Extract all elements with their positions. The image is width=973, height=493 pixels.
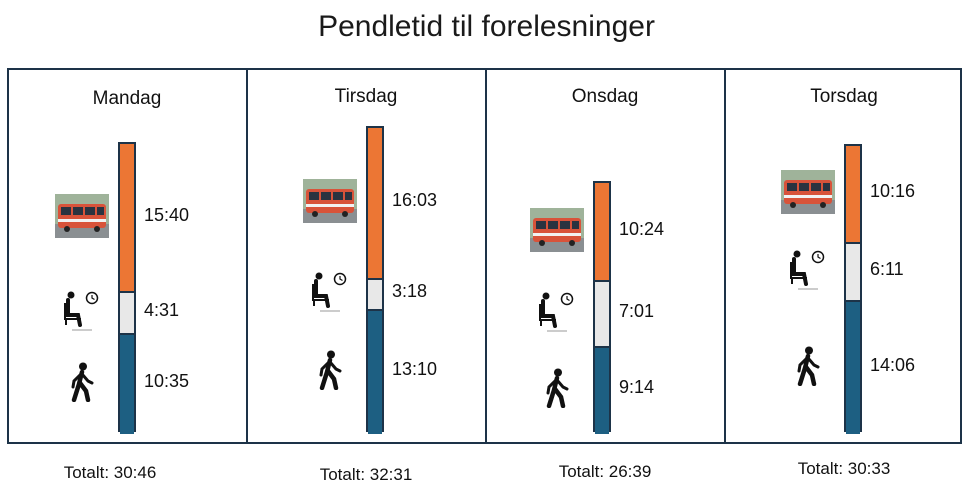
segment-separator	[595, 279, 609, 282]
panel-divider	[724, 68, 726, 444]
wait-time-label: 6:11	[870, 258, 904, 279]
wait-time-label: 7:01	[619, 300, 655, 321]
walk-time-label: 13:10	[392, 358, 438, 379]
segment-separator	[368, 277, 382, 280]
bus-time-label: 10:16	[870, 181, 916, 202]
bus-time-label: 15:40	[144, 204, 190, 225]
waiting-seat-clock-icon	[537, 290, 577, 339]
segment-separator	[120, 333, 134, 336]
bus-segment	[595, 182, 609, 281]
bus-icon	[530, 207, 584, 257]
bus-segment	[120, 144, 134, 292]
chart-frame	[7, 68, 962, 444]
day-label: Tirsdag	[334, 86, 398, 107]
walking-person-icon	[544, 368, 570, 413]
wait-time-label: 4:31	[144, 299, 180, 320]
bus-time-label: 16:03	[392, 190, 438, 211]
bus-icon	[781, 170, 835, 219]
panel-divider	[485, 68, 487, 444]
walking-person-icon	[69, 362, 95, 407]
segment-separator	[368, 308, 382, 311]
bus-icon	[55, 193, 109, 243]
total-label: Totalt: 30:33	[797, 459, 891, 478]
bus-segment	[846, 146, 860, 243]
stacked-bar	[844, 144, 862, 434]
bus-time-label: 10:24	[619, 218, 665, 239]
waiting-seat-clock-icon	[310, 270, 350, 319]
day-label: Torsdag	[810, 86, 878, 107]
walk-time-label: 10:35	[144, 371, 190, 392]
stacked-bar	[366, 125, 384, 434]
wait-segment	[846, 242, 860, 302]
wait-segment	[368, 278, 382, 310]
waiting-seat-clock-icon	[788, 248, 828, 297]
bus-icon	[303, 179, 357, 228]
day-label: Onsdag	[571, 86, 639, 107]
stacked-bar	[593, 180, 611, 434]
chart-title: Pendletid til forelesninger	[318, 10, 655, 43]
walk-segment	[368, 309, 382, 434]
wait-segment	[120, 291, 134, 335]
bus-segment	[368, 127, 382, 279]
segment-separator	[120, 290, 134, 293]
walking-person-icon	[795, 346, 821, 391]
wait-time-label: 3:18	[392, 281, 428, 302]
total-label: Totalt: 30:46	[63, 463, 157, 482]
day-label: Mandag	[92, 88, 162, 109]
waiting-seat-clock-icon	[62, 289, 102, 338]
stacked-bar	[118, 142, 136, 434]
walk-segment	[595, 346, 609, 434]
segment-separator	[846, 241, 860, 244]
walk-segment	[846, 301, 860, 434]
segment-separator	[846, 300, 860, 303]
walk-segment	[120, 334, 134, 434]
total-label: Totalt: 32:31	[319, 465, 413, 484]
panel-divider	[246, 68, 248, 444]
walking-person-icon	[317, 350, 343, 395]
walk-time-label: 14:06	[870, 354, 916, 375]
segment-separator	[595, 345, 609, 348]
walk-time-label: 9:14	[619, 377, 655, 398]
total-label: Totalt: 26:39	[558, 462, 652, 481]
wait-segment	[595, 280, 609, 347]
